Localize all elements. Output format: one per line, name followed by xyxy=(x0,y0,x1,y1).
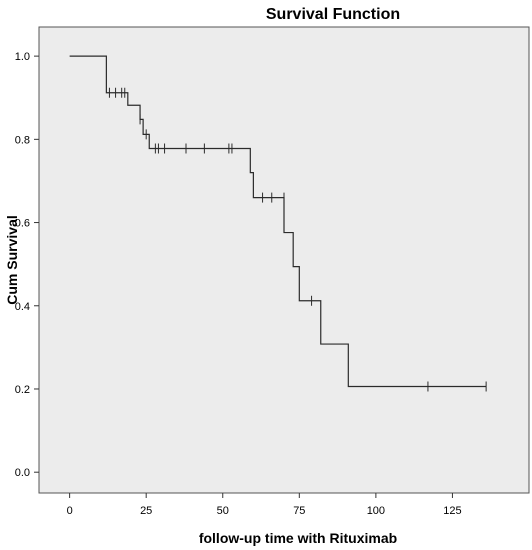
x-tick-label: 25 xyxy=(140,505,152,517)
y-tick-label: 0.4 xyxy=(15,301,30,313)
x-tick-label: 125 xyxy=(443,505,461,517)
y-tick-label: 0.6 xyxy=(15,218,30,230)
y-tick-label: 0.0 xyxy=(15,467,30,479)
survival-curve xyxy=(69,55,487,388)
y-tick-label: 0.2 xyxy=(15,384,30,396)
chart-title: Survival Function xyxy=(266,6,400,23)
x-tick-label: 100 xyxy=(367,505,385,517)
x-axis-label: follow-up time with Rituximab xyxy=(199,530,397,546)
x-tick-label: 0 xyxy=(67,505,73,517)
y-tick-label: 1.0 xyxy=(15,51,30,63)
y-axis-label: Cum Survival xyxy=(4,215,20,304)
x-tick-label: 75 xyxy=(293,505,305,517)
x-tick-label: 50 xyxy=(217,505,229,517)
y-tick-label: 0.8 xyxy=(15,134,30,146)
plot-area xyxy=(38,26,530,494)
